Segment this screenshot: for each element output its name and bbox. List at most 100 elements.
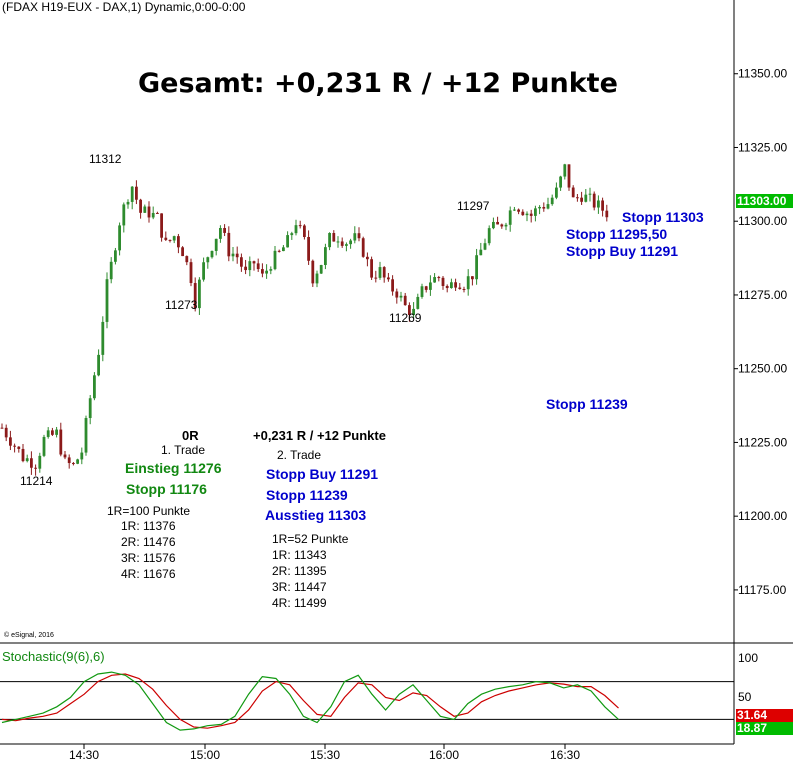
candle-body <box>168 239 172 241</box>
candle-body <box>517 209 520 212</box>
candle-body <box>403 295 407 306</box>
candle-body <box>202 262 205 280</box>
candle-body <box>160 213 163 238</box>
candle-body <box>0 427 4 429</box>
candle-body <box>17 446 21 449</box>
stop-annotation: Stopp 11303 <box>622 209 704 225</box>
candle-body <box>147 206 151 218</box>
candle-body <box>269 269 273 271</box>
pivot-label: 11312 <box>89 152 122 166</box>
candle-body <box>38 455 42 469</box>
candle-body <box>55 429 58 435</box>
candle-body <box>151 212 155 218</box>
candle-body <box>223 228 226 233</box>
candle-body <box>282 247 285 252</box>
y-tick-label: 11200.00 <box>738 509 787 523</box>
candlesticks <box>0 163 609 476</box>
trade2-name: 2. Trade <box>277 448 322 462</box>
candle-body <box>605 210 609 218</box>
candle-body <box>30 458 33 468</box>
candle-body <box>454 282 457 288</box>
pivot-label: 11273 <box>165 298 198 312</box>
candle-body <box>366 256 369 260</box>
candle-body <box>93 375 96 399</box>
candle-body <box>487 228 491 244</box>
candle-body <box>277 250 281 252</box>
candle-body <box>458 287 462 290</box>
candle-body <box>479 249 483 256</box>
candle-body <box>25 458 29 462</box>
candle-body <box>164 237 168 240</box>
candle-body <box>555 187 558 198</box>
y-tick-label: 11350.00 <box>738 67 787 81</box>
trade2-result: +0,231 R / +12 Punkte <box>253 428 386 443</box>
current-price-badge: 11303.00 <box>736 194 793 208</box>
candle-body <box>156 212 159 214</box>
candle-body <box>59 429 63 455</box>
candle-body <box>584 194 588 202</box>
candle-body <box>189 262 193 284</box>
y-tick-label: 11250.00 <box>738 362 787 376</box>
candle-body <box>185 256 189 263</box>
candle-body <box>576 197 579 199</box>
candle-body <box>294 225 298 234</box>
candle-body <box>67 457 71 464</box>
candle-body <box>63 454 67 458</box>
candle-body <box>538 206 541 209</box>
candle-body <box>378 267 382 278</box>
candle-body <box>21 448 25 462</box>
pivot-label: 11269 <box>389 311 422 325</box>
candle-body <box>72 463 75 465</box>
candle-body <box>193 283 197 309</box>
candle-body <box>328 233 331 248</box>
candle-body <box>219 228 222 239</box>
candle-body <box>9 437 12 446</box>
stochastic-level-label: 100 <box>738 651 759 665</box>
candle-body <box>256 263 260 270</box>
candle-body <box>172 236 176 241</box>
candle-body <box>34 467 37 469</box>
stochastic-level-label: 50 <box>738 690 752 704</box>
candle-body <box>324 247 327 266</box>
candle-body <box>471 276 474 280</box>
candle-body <box>420 286 424 297</box>
candle-body <box>231 253 235 257</box>
candle-body <box>412 308 415 315</box>
candle-body <box>429 282 432 290</box>
candle-body <box>374 277 378 279</box>
candle-body <box>542 206 546 209</box>
candle-body <box>130 186 134 202</box>
candle-body <box>525 213 529 216</box>
candle-body <box>105 279 109 322</box>
candle-body <box>445 285 449 289</box>
trade1-target: 2R: 11476 <box>121 535 176 549</box>
trade2-line: Stopp Buy 11291 <box>266 466 379 482</box>
candle-body <box>550 197 554 205</box>
candle-body <box>601 200 604 211</box>
trade1-r-definition: 1R=100 Punkte <box>107 504 191 518</box>
candle-body <box>504 224 508 227</box>
trade1-target: 3R: 11576 <box>121 551 176 565</box>
candle-body <box>109 261 113 280</box>
candle-body <box>433 277 436 283</box>
x-tick-label: 15:00 <box>190 748 220 762</box>
trade2-target: 2R: 11395 <box>272 564 327 578</box>
candle-body <box>353 233 357 241</box>
candle-body <box>508 210 512 225</box>
pivot-label: 11297 <box>457 199 490 213</box>
candle-body <box>500 224 504 227</box>
candle-body <box>361 238 365 257</box>
candle-body <box>349 240 352 245</box>
candle-body <box>210 250 214 258</box>
candle-body <box>290 233 294 236</box>
trade1-result: 0R <box>182 428 199 443</box>
candle-body <box>345 244 348 246</box>
trade2-target: 3R: 11447 <box>272 580 327 594</box>
candle-body <box>534 208 537 216</box>
candle-body <box>571 187 575 198</box>
candle-body <box>563 164 567 177</box>
candle-body <box>181 247 184 257</box>
candle-body <box>88 398 92 419</box>
